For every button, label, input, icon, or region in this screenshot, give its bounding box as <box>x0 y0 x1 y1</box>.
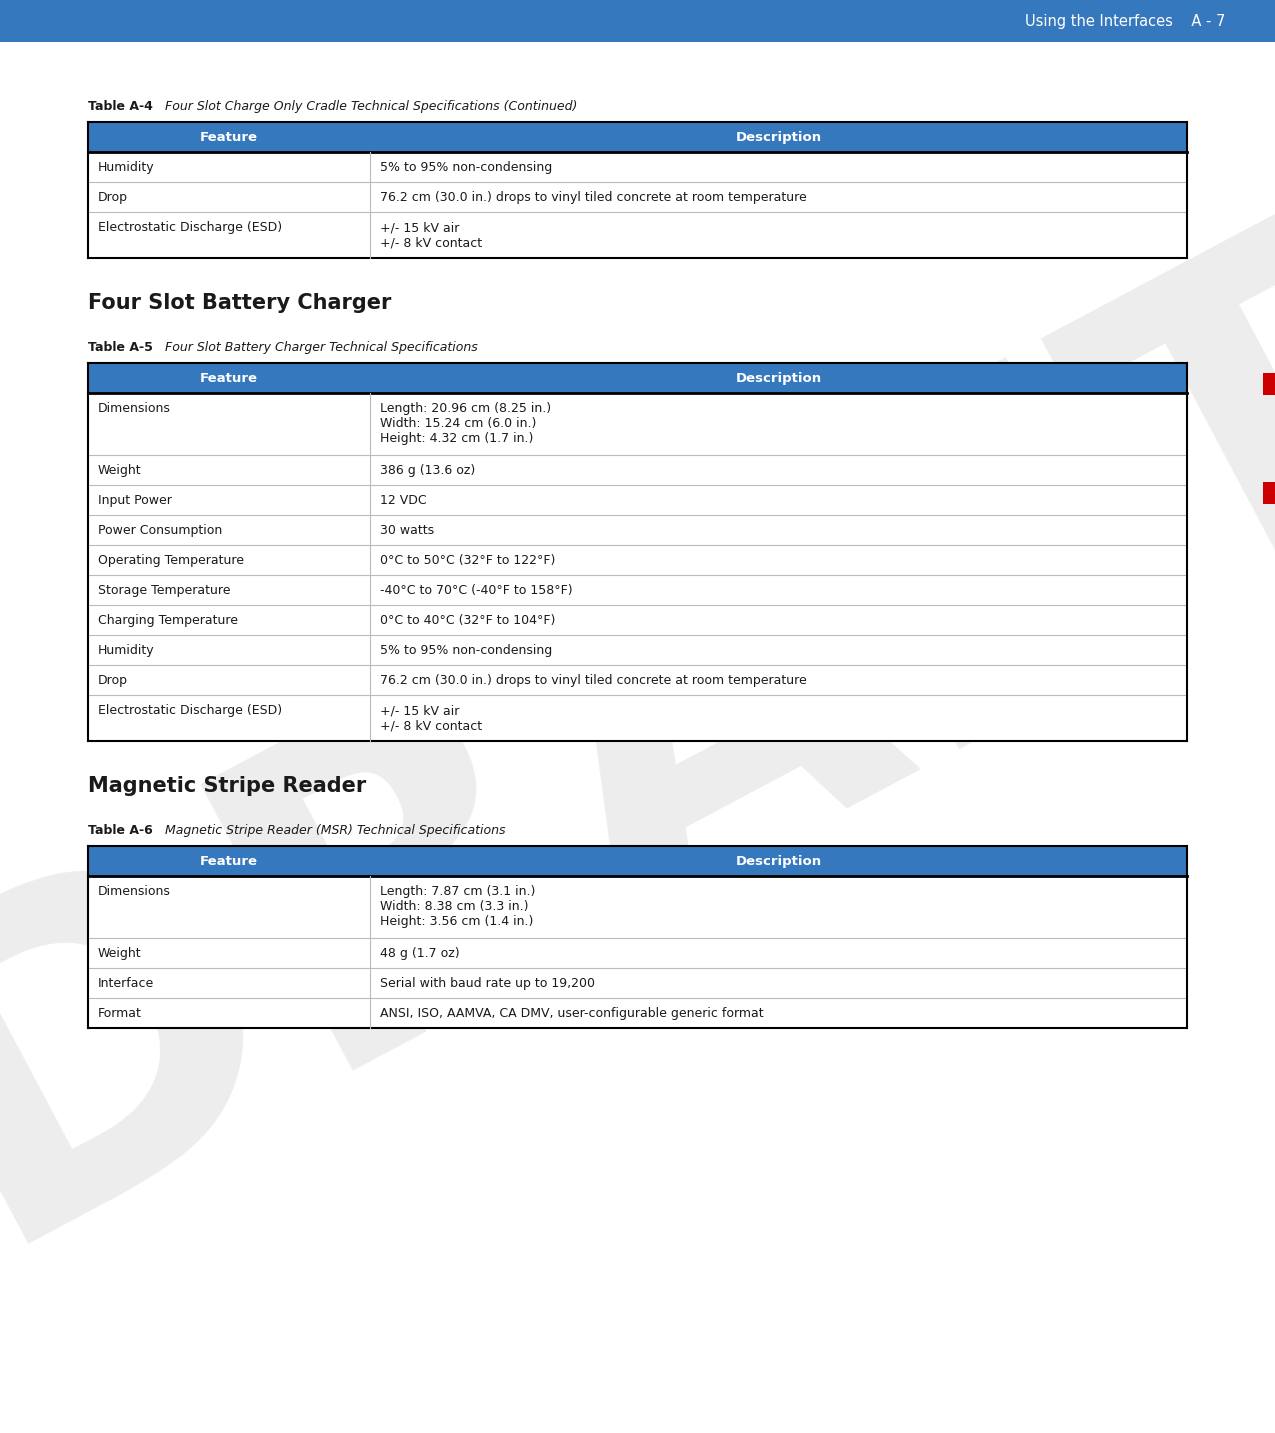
Bar <box>88 665 1187 695</box>
Bar <box>1264 481 1275 504</box>
Text: Power Consumption: Power Consumption <box>98 524 222 537</box>
Text: Weight: Weight <box>98 464 142 477</box>
Text: Feature: Feature <box>200 854 258 867</box>
Bar <box>88 939 1187 969</box>
Bar <box>88 122 1187 152</box>
Text: Dimensions: Dimensions <box>98 886 171 898</box>
Text: Humidity: Humidity <box>98 160 154 173</box>
Text: 48 g (1.7 oz): 48 g (1.7 oz) <box>380 947 459 960</box>
Text: Four Slot Battery Charger: Four Slot Battery Charger <box>88 292 391 312</box>
Bar <box>88 514 1187 545</box>
Text: Table A-6: Table A-6 <box>88 824 153 837</box>
Text: Magnetic Stripe Reader (MSR) Technical Specifications: Magnetic Stripe Reader (MSR) Technical S… <box>153 824 505 837</box>
Text: 76.2 cm (30.0 in.) drops to vinyl tiled concrete at room temperature: 76.2 cm (30.0 in.) drops to vinyl tiled … <box>380 191 807 203</box>
Text: Description: Description <box>736 854 821 867</box>
Text: Using the Interfaces    A - 7: Using the Interfaces A - 7 <box>1025 13 1225 29</box>
Text: Magnetic Stripe Reader: Magnetic Stripe Reader <box>88 777 366 795</box>
Bar <box>88 545 1187 575</box>
Text: ANSI, ISO, AAMVA, CA DMV, user-configurable generic format: ANSI, ISO, AAMVA, CA DMV, user-configura… <box>380 1007 764 1020</box>
Text: Feature: Feature <box>200 371 258 384</box>
Text: 12 VDC: 12 VDC <box>380 494 427 507</box>
Bar <box>88 363 1187 393</box>
Bar <box>88 456 1187 484</box>
Text: Four Slot Battery Charger Technical Specifications: Four Slot Battery Charger Technical Spec… <box>153 341 478 354</box>
Bar <box>88 635 1187 665</box>
Bar <box>1264 373 1275 396</box>
Text: 30 watts: 30 watts <box>380 524 434 537</box>
Text: Charging Temperature: Charging Temperature <box>98 613 238 628</box>
Text: 0°C to 50°C (32°F to 122°F): 0°C to 50°C (32°F to 122°F) <box>380 555 556 567</box>
Bar <box>88 997 1187 1027</box>
Bar <box>88 484 1187 514</box>
Bar <box>88 695 1187 741</box>
Text: Electrostatic Discharge (ESD): Electrostatic Discharge (ESD) <box>98 704 282 716</box>
Text: Description: Description <box>736 130 821 143</box>
Bar <box>88 575 1187 605</box>
Text: Drop: Drop <box>98 191 128 203</box>
Bar <box>88 605 1187 635</box>
Text: Humidity: Humidity <box>98 643 154 656</box>
Text: 5% to 95% non-condensing: 5% to 95% non-condensing <box>380 160 552 173</box>
Text: Interface: Interface <box>98 977 154 990</box>
Text: 0°C to 40°C (32°F to 104°F): 0°C to 40°C (32°F to 104°F) <box>380 613 556 628</box>
Bar <box>88 845 1187 876</box>
Text: DRAFT: DRAFT <box>0 165 1275 1326</box>
Bar <box>88 393 1187 456</box>
Text: Input Power: Input Power <box>98 494 172 507</box>
Bar <box>88 969 1187 997</box>
Text: -40°C to 70°C (-40°F to 158°F): -40°C to 70°C (-40°F to 158°F) <box>380 585 572 598</box>
Text: 386 g (13.6 oz): 386 g (13.6 oz) <box>380 464 476 477</box>
Text: Length: 20.96 cm (8.25 in.)
Width: 15.24 cm (6.0 in.)
Height: 4.32 cm (1.7 in.): Length: 20.96 cm (8.25 in.) Width: 15.24… <box>380 403 551 446</box>
Text: Drop: Drop <box>98 674 128 686</box>
Text: 5% to 95% non-condensing: 5% to 95% non-condensing <box>380 643 552 656</box>
Bar <box>0 0 1275 42</box>
Text: +/- 15 kV air
+/- 8 kV contact: +/- 15 kV air +/- 8 kV contact <box>380 704 482 732</box>
Text: Dimensions: Dimensions <box>98 403 171 416</box>
Text: Description: Description <box>736 371 821 384</box>
Text: Table A-5: Table A-5 <box>88 341 153 354</box>
Bar <box>88 212 1187 258</box>
Text: Operating Temperature: Operating Temperature <box>98 555 244 567</box>
Bar <box>88 152 1187 182</box>
Bar <box>88 876 1187 939</box>
Text: Table A-4: Table A-4 <box>88 100 153 113</box>
Text: Serial with baud rate up to 19,200: Serial with baud rate up to 19,200 <box>380 977 595 990</box>
Text: +/- 15 kV air
+/- 8 kV contact: +/- 15 kV air +/- 8 kV contact <box>380 221 482 249</box>
Text: Weight: Weight <box>98 947 142 960</box>
Bar <box>88 182 1187 212</box>
Text: 76.2 cm (30.0 in.) drops to vinyl tiled concrete at room temperature: 76.2 cm (30.0 in.) drops to vinyl tiled … <box>380 674 807 686</box>
Text: Storage Temperature: Storage Temperature <box>98 585 231 598</box>
Text: Length: 7.87 cm (3.1 in.)
Width: 8.38 cm (3.3 in.)
Height: 3.56 cm (1.4 in.): Length: 7.87 cm (3.1 in.) Width: 8.38 cm… <box>380 886 536 929</box>
Text: Feature: Feature <box>200 130 258 143</box>
Text: Electrostatic Discharge (ESD): Electrostatic Discharge (ESD) <box>98 221 282 234</box>
Text: Four Slot Charge Only Cradle Technical Specifications (Continued): Four Slot Charge Only Cradle Technical S… <box>153 100 578 113</box>
Text: Format: Format <box>98 1007 142 1020</box>
